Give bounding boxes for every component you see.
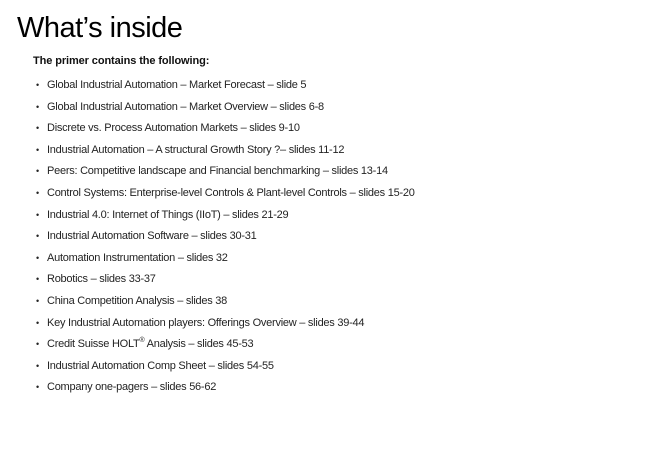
bullet-icon: • (36, 101, 39, 112)
bullet-icon: • (36, 144, 39, 155)
registered-trademark-mark: ® (139, 336, 145, 344)
toc-item: • Industrial Automation – A structural Gr… (36, 144, 415, 157)
toc-item-label: Key Industrial Automation players: Offer… (47, 316, 365, 329)
intro-text: The primer contains the following: (33, 55, 210, 67)
bullet-icon: • (36, 274, 39, 285)
bullet-icon: • (36, 317, 39, 328)
toc-item: • Control Systems: Enterprise-level Contr… (36, 187, 415, 200)
toc-item-label: Credit Suisse HOLT® Analysis – slides 45… (47, 336, 254, 351)
page-title: What’s inside (17, 12, 183, 44)
toc-item-label: Global Industrial Automation – Market Fo… (47, 79, 307, 91)
toc-item: • Peers: Competitive landscape and Financ… (36, 165, 415, 178)
toc-item-label: Peers: Competitive landscape and Financi… (47, 165, 388, 178)
toc-item: • Industrial Automation Comp Sheet – slid… (36, 360, 415, 373)
toc-item: • Key Industrial Automation players: Offe… (36, 317, 415, 330)
toc-item: • Automation Instrumentation – slides 32 (36, 252, 415, 265)
toc-item: • Credit Suisse HOLT® Analysis – slides 4… (36, 336, 415, 351)
bullet-icon: • (36, 209, 39, 220)
toc-item-label: Industrial Automation Comp Sheet – slide… (47, 359, 274, 372)
toc-item-label: Global Industrial Automation – Market Ov… (47, 100, 324, 113)
toc-item-label: Control Systems: Enterprise-level Contro… (47, 186, 415, 199)
toc-item-label: Discrete vs. Process Automation Markets … (47, 122, 300, 135)
bullet-icon: • (36, 382, 39, 393)
toc-item-label: Automation Instrumentation – slides 32 (47, 251, 228, 264)
bullet-icon: • (36, 80, 39, 90)
bullet-icon: • (36, 187, 39, 198)
bullet-icon: • (36, 166, 39, 177)
toc-item-label: Robotics – slides 33-37 (47, 273, 156, 286)
bullet-icon: • (36, 360, 39, 371)
toc-item-label: Industrial Automation Software – slides … (47, 230, 257, 243)
toc-item: • Global Industrial Automation – Market O… (36, 101, 415, 114)
toc-item: • Discrete vs. Process Automation Markets… (36, 122, 415, 135)
bullet-icon: • (36, 339, 39, 350)
toc-item-label: Industrial Automation – A structural Gro… (47, 143, 345, 156)
toc-item-label: Company one-pagers – slides 56-62 (47, 381, 217, 394)
bullet-icon: • (36, 252, 39, 263)
toc-item: • Global Industrial Automation – Market F… (36, 79, 415, 92)
toc-item: • Industrial Automation Software – slides… (36, 230, 415, 243)
toc-item-label: Industrial 4.0: Internet of Things (IIoT… (47, 208, 289, 221)
toc-item: • Industrial 4.0: Internet of Things (IIo… (36, 209, 415, 222)
bullet-icon: • (36, 231, 39, 242)
toc-item-label: China Competition Analysis – slides 38 (47, 294, 228, 307)
bullet-icon: • (36, 123, 39, 134)
toc-item: • Company one-pagers – slides 56-62 (36, 381, 415, 394)
toc-list: • Global Industrial Automation – Market F… (36, 79, 415, 403)
toc-item: • Robotics – slides 33-37 (36, 273, 415, 286)
toc-item: • China Competition Analysis – slides 38 (36, 295, 415, 308)
bullet-icon: • (36, 295, 39, 306)
